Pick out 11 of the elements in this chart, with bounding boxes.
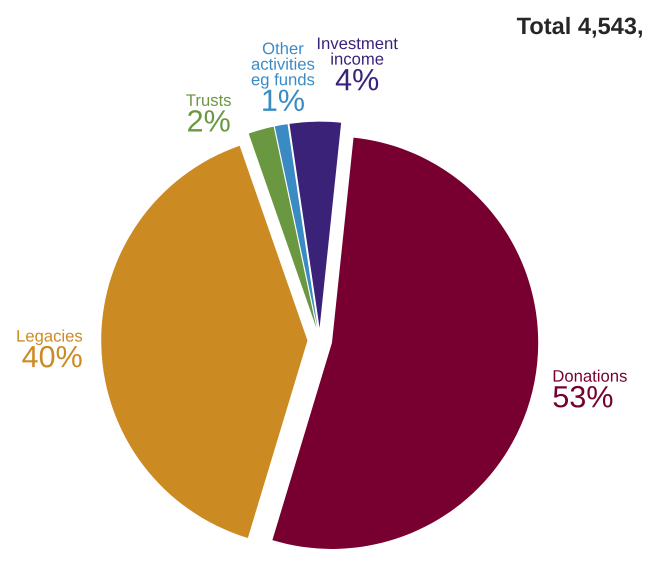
data-label: 40% bbox=[22, 346, 82, 368]
slice-label: Donations bbox=[554, 370, 627, 382]
data-label: 53% bbox=[554, 386, 612, 408]
data-label: 2% bbox=[188, 110, 230, 132]
data-label: 4% bbox=[336, 68, 378, 90]
slice-label: Legacies bbox=[17, 329, 82, 346]
slice-label: Investment income bbox=[318, 38, 398, 65]
slice-label: Other activities eg funds bbox=[252, 42, 314, 89]
chart-title: Total 4,543, bbox=[516, 16, 642, 38]
slice-label: Trusts bbox=[186, 94, 231, 106]
data-label: 1% bbox=[263, 90, 304, 111]
